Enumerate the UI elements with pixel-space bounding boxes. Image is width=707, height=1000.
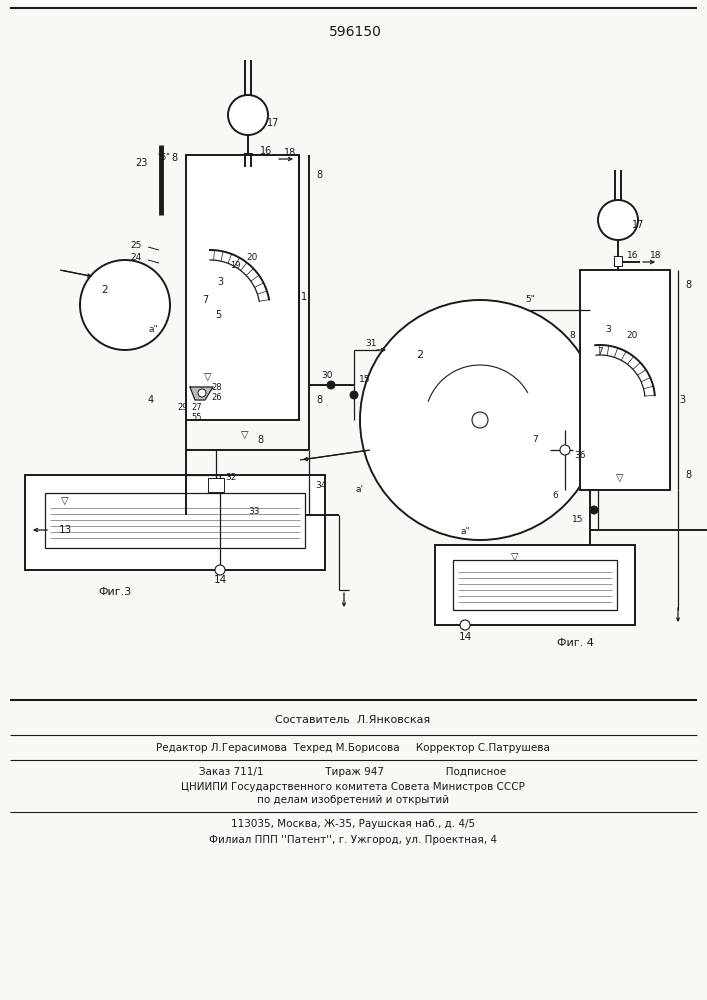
Circle shape (327, 381, 335, 389)
Text: 16: 16 (260, 146, 272, 156)
Text: 18: 18 (650, 251, 662, 260)
Circle shape (198, 389, 206, 397)
Circle shape (590, 506, 598, 514)
Text: 14: 14 (458, 632, 472, 642)
Text: Фиг. 4: Фиг. 4 (556, 638, 593, 648)
Bar (25, 475, 325, 570)
Text: a": a" (148, 326, 158, 334)
Text: ▽: ▽ (62, 496, 69, 506)
Text: 2: 2 (102, 285, 108, 295)
Bar (453, 560, 617, 610)
Text: 3: 3 (217, 277, 223, 287)
Text: 5: 5 (215, 310, 221, 320)
Text: 28: 28 (211, 382, 222, 391)
Text: a": a" (460, 528, 470, 536)
Text: 8: 8 (257, 435, 263, 445)
Circle shape (80, 260, 170, 350)
Text: "6": "6" (158, 153, 170, 162)
Bar (45, 493, 305, 548)
Text: 20: 20 (246, 253, 257, 262)
Text: 4: 4 (148, 395, 154, 405)
Text: 8: 8 (685, 470, 691, 480)
Circle shape (215, 565, 225, 575)
Text: 36: 36 (574, 450, 586, 460)
Text: 2: 2 (416, 350, 423, 360)
Text: a': a' (356, 486, 364, 494)
Text: 8: 8 (316, 170, 322, 180)
Text: 29: 29 (177, 402, 188, 412)
Bar (435, 545, 635, 625)
Text: ▽: ▽ (204, 372, 212, 382)
Polygon shape (190, 387, 213, 400)
Text: 16: 16 (627, 250, 638, 259)
Text: 30: 30 (321, 370, 333, 379)
Bar (208, 478, 224, 492)
Text: 31: 31 (366, 338, 377, 348)
Text: 17: 17 (632, 220, 644, 230)
Text: 7: 7 (532, 436, 538, 444)
Text: 13: 13 (59, 525, 71, 535)
Text: 27: 27 (192, 402, 202, 412)
Text: 26: 26 (211, 392, 222, 401)
Text: 32: 32 (226, 474, 237, 483)
Circle shape (350, 391, 358, 399)
Circle shape (228, 95, 268, 135)
Text: 33: 33 (248, 508, 259, 516)
Text: 7: 7 (202, 295, 208, 305)
Text: 3: 3 (605, 326, 611, 334)
Text: 17: 17 (267, 118, 279, 128)
Text: 14: 14 (214, 575, 227, 585)
Circle shape (472, 412, 488, 428)
Text: 596150: 596150 (329, 25, 382, 39)
Text: 20: 20 (626, 330, 638, 340)
Text: ▽: ▽ (617, 473, 624, 483)
Text: Редактор Л.Герасимова  Техред М.Борисова     Корректор С.Патрушева: Редактор Л.Герасимова Техред М.Борисова … (156, 743, 550, 753)
Text: 25: 25 (130, 240, 141, 249)
Text: 8: 8 (569, 330, 575, 340)
Text: 3: 3 (679, 395, 685, 405)
Text: 6: 6 (552, 490, 558, 499)
Text: ЦНИИПИ Государственного комитета Совета Министров СССР: ЦНИИПИ Государственного комитета Совета … (181, 782, 525, 792)
Text: Фиг.3: Фиг.3 (98, 587, 132, 597)
Bar (614, 256, 622, 266)
Text: Заказ 711/1                   Тираж 947                   Подписное: Заказ 711/1 Тираж 947 Подписное (199, 767, 506, 777)
Text: 15: 15 (359, 375, 370, 384)
Text: Филиал ППП ''Патент'', г. Ужгород, ул. Проектная, 4: Филиал ППП ''Патент'', г. Ужгород, ул. П… (209, 835, 497, 845)
Text: 34: 34 (315, 481, 327, 489)
Text: 113035, Москва, Ж-35, Раушская наб., д. 4/5: 113035, Москва, Ж-35, Раушская наб., д. … (231, 819, 475, 829)
Circle shape (360, 300, 600, 540)
Text: 8: 8 (316, 395, 322, 405)
Text: 24: 24 (130, 253, 141, 262)
Text: ▽: ▽ (511, 552, 519, 562)
Text: 55: 55 (192, 412, 202, 422)
Circle shape (460, 620, 470, 630)
Text: 19: 19 (230, 260, 240, 269)
Text: 1: 1 (301, 292, 307, 302)
Bar (186, 155, 299, 420)
Text: Составитель  Л.Янковская: Составитель Л.Янковская (275, 715, 431, 725)
Circle shape (598, 200, 638, 240)
Bar (580, 270, 670, 490)
Text: 8: 8 (171, 153, 177, 163)
Bar (244, 153, 252, 163)
Circle shape (237, 501, 245, 509)
Text: по делам изобретений и открытий: по делам изобретений и открытий (257, 795, 449, 805)
Text: 5": 5" (525, 296, 535, 304)
Text: ▽: ▽ (241, 430, 249, 440)
Text: 7: 7 (597, 348, 603, 357)
Text: 23: 23 (135, 158, 147, 168)
Circle shape (560, 445, 570, 455)
Text: 15: 15 (572, 516, 584, 524)
Text: 18: 18 (284, 148, 296, 158)
Text: 8: 8 (685, 280, 691, 290)
